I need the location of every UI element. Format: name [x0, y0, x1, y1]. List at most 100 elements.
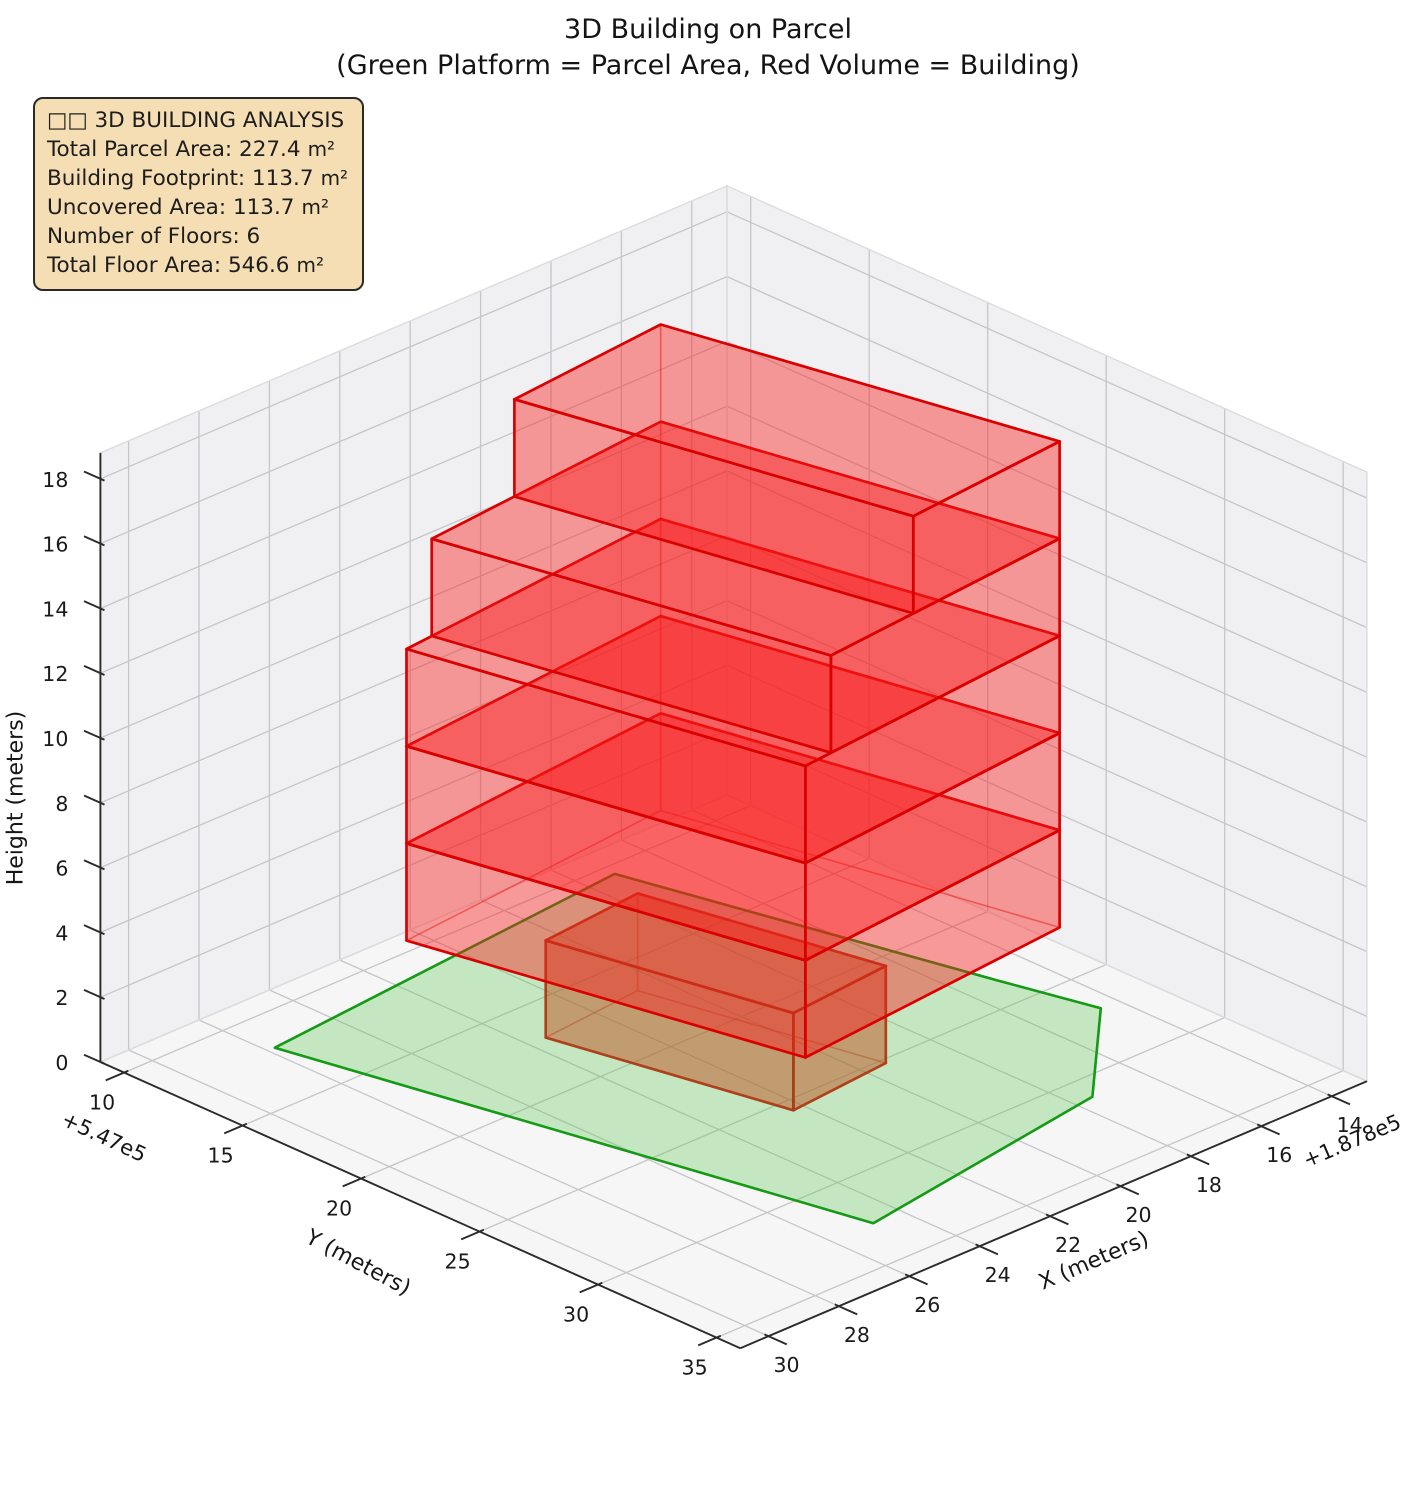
z-tick	[83, 859, 105, 871]
x-tick-label: 18	[1196, 1173, 1222, 1197]
grid-line	[480, 899, 1121, 1187]
x-tick-label: 14	[1337, 1113, 1363, 1137]
grid-line	[726, 535, 1368, 823]
pane-left	[100, 185, 727, 1062]
grid-line	[100, 470, 728, 739]
tick-marks	[83, 470, 1351, 1347]
z-tick	[83, 729, 105, 741]
x-tick	[834, 1303, 858, 1316]
info-row-label: Total Floor Area:	[47, 253, 222, 278]
y-tick	[579, 1281, 603, 1294]
z-tick-label: 2	[55, 986, 68, 1010]
z-tick-label: 8	[55, 792, 68, 816]
tick-labels: 0246810121416181015202530351416182022242…	[42, 468, 1362, 1380]
z-tick	[83, 924, 105, 936]
y-tick	[105, 1069, 129, 1082]
info-box-row: Total Parcel Area: 227.4 m²	[47, 135, 348, 164]
x-tick-label: 22	[1055, 1233, 1081, 1257]
grid-line	[726, 470, 1368, 758]
grid-line	[409, 929, 1051, 1217]
grid-line	[726, 405, 1368, 693]
grid-line	[198, 1019, 840, 1307]
y-axis-spine	[100, 1061, 741, 1350]
grid-line	[100, 405, 728, 674]
floor-6-top-face	[513, 323, 1061, 518]
info-box-row: Building Footprint: 113.7 m²	[47, 164, 348, 193]
info-row-label: Building Footprint:	[47, 166, 246, 191]
grid-line	[100, 535, 728, 804]
x-axis-spine	[739, 1080, 1368, 1350]
grid-line	[621, 839, 1262, 1127]
grid-line	[100, 664, 728, 933]
analysis-info-box: □□ 3D BUILDING ANALYSIS Total Parcel Are…	[33, 97, 365, 291]
x-tick	[1045, 1213, 1069, 1226]
y-tick-label: 10	[89, 1091, 115, 1115]
floor-1-top-face	[544, 892, 888, 1015]
info-row-value: 546.6	[227, 253, 290, 278]
info-row-unit: m²	[320, 166, 349, 190]
grid-line	[100, 340, 728, 609]
y-tick	[460, 1228, 485, 1241]
grid-line	[100, 276, 728, 545]
info-row-value: 113.7	[232, 195, 295, 220]
x-tick	[1116, 1183, 1140, 1196]
info-box-header: □□ 3D BUILDING ANALYSIS	[47, 108, 345, 133]
info-row-value: 6	[246, 224, 261, 249]
z-tick	[83, 665, 105, 676]
z-tick-label: 6	[55, 857, 68, 881]
x-tick	[1186, 1153, 1210, 1166]
z-tick	[83, 470, 105, 482]
x-tick-label: 28	[844, 1323, 870, 1347]
grid-line	[716, 1070, 1344, 1339]
y-tick-label: 15	[208, 1144, 234, 1168]
info-row-value: 113.7	[252, 166, 314, 191]
chart-title: 3D Building on Parcel (Green Platform = …	[0, 12, 1416, 84]
grid-line	[242, 858, 870, 1127]
x-tick-label: 20	[1125, 1203, 1151, 1227]
grid-line	[100, 600, 728, 869]
x-tick-label: 16	[1266, 1143, 1292, 1167]
info-row-unit: m²	[307, 137, 336, 161]
grid-line	[726, 600, 1368, 888]
grid-line	[128, 1049, 769, 1337]
z-tick	[83, 989, 105, 1000]
x-tick-label: 26	[914, 1293, 940, 1317]
grid-lines	[100, 196, 1368, 1339]
x-tick-label: 24	[985, 1263, 1011, 1287]
z-tick	[83, 1053, 105, 1065]
floor-1-box	[543, 892, 888, 1112]
grid-line	[726, 664, 1368, 953]
x-tick-label: 30	[773, 1353, 799, 1377]
axis-spines	[99, 452, 1368, 1350]
grid-line	[100, 211, 728, 480]
z-tick-label: 18	[42, 468, 68, 492]
info-row-value: 227.4	[239, 137, 301, 162]
pane-right	[727, 185, 1367, 1082]
grid-line	[339, 959, 980, 1247]
info-row-unit: m²	[301, 195, 330, 219]
grid-line	[726, 729, 1368, 1017]
floor-5-box	[429, 420, 1062, 755]
y-tick-label: 20	[326, 1197, 352, 1221]
z-tick-label: 10	[42, 727, 68, 751]
z-axis-label: Height (meters)	[3, 710, 29, 886]
z-tick	[83, 600, 105, 612]
info-row-unit: m²	[296, 253, 325, 277]
y-tick-label: 35	[682, 1356, 708, 1380]
info-row-label: Uncovered Area:	[47, 195, 227, 220]
x-tick	[1256, 1123, 1280, 1136]
grid-line	[269, 989, 910, 1277]
y-tick	[697, 1334, 722, 1347]
info-box-row: Uncovered Area: 113.7 m²	[47, 193, 348, 222]
z-tick	[83, 794, 105, 806]
grid-line	[726, 276, 1368, 564]
info-box-row: Number of Floors: 6	[47, 222, 348, 251]
x-tick	[764, 1333, 788, 1346]
y-tick-label: 25	[445, 1250, 471, 1274]
z-tick-label: 0	[55, 1051, 68, 1075]
y-tick-label: 30	[563, 1303, 589, 1327]
info-row-label: Number of Floors:	[47, 224, 240, 249]
z-tick-label: 4	[55, 921, 68, 945]
chart-title-line2: (Green Platform = Parcel Area, Red Volum…	[336, 50, 1080, 81]
